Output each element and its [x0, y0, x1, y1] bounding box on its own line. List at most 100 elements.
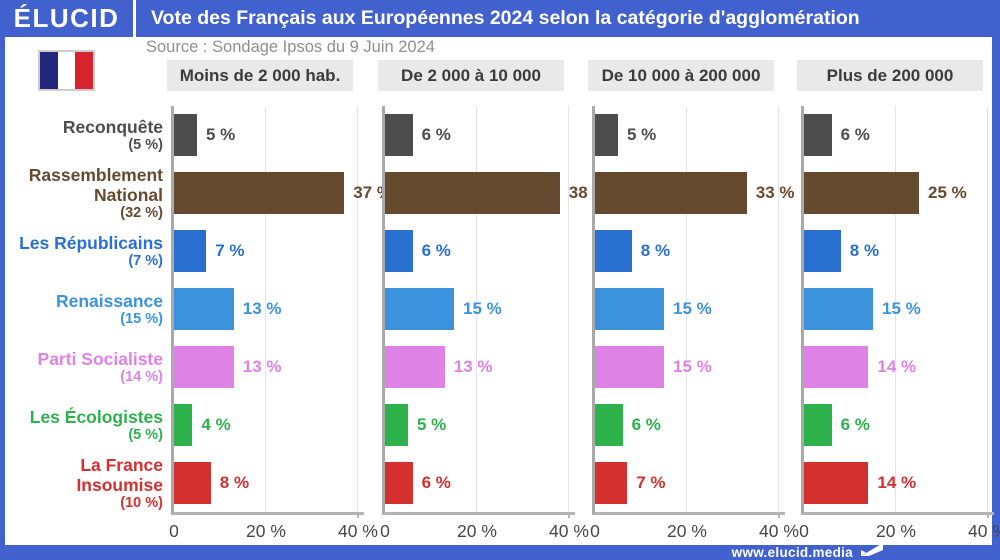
party-name: Renaissance [55, 290, 163, 311]
france-flag-icon [38, 50, 95, 91]
bar [595, 346, 664, 388]
flag-stripe-red [75, 52, 94, 89]
party-name: Les Écologistes [29, 406, 163, 427]
plot-2: 6 % 38 % 6 % 15 % 13 % 5 % 6 % 0 20 % 40 % [380, 106, 608, 541]
bar [804, 462, 869, 504]
bar-value-label: 15 % [673, 357, 712, 376]
party-name: Reconquête [62, 116, 163, 137]
party-national-share: (14 %) [120, 368, 163, 385]
bar [174, 230, 207, 272]
bar [804, 230, 841, 272]
party-label: Les Écologistes (5 %) [5, 396, 163, 454]
bar-value-label: 8 % [219, 473, 250, 492]
bar-value-label: 6 % [840, 125, 870, 144]
bar [174, 404, 193, 446]
x-axis-tick: 40 % [968, 521, 1000, 541]
bar-value-label: 13 % [242, 299, 282, 318]
bar [804, 404, 832, 446]
bar-value-label: 8 % [849, 241, 880, 260]
bar-value-label: 15 % [463, 299, 502, 318]
plot-4: 6 % 25 % 8 % 15 % 14 % 6 % 14 % 0 20 % 40 % [799, 106, 1000, 541]
party-name: Rassemblement [28, 164, 163, 185]
party-name: Insoumise [76, 474, 163, 495]
bar [385, 346, 445, 388]
x-axis-tick: 40 % [549, 521, 589, 541]
party-label: Les Républicains (7 %) [5, 222, 163, 280]
header-divider [133, 0, 136, 37]
bar [385, 288, 454, 330]
party-name: National [93, 184, 163, 205]
plot-3: 5 % 33 % 8 % 15 % 15 % 6 % 7 % 0 20 % 40 % [590, 106, 799, 541]
bar [385, 114, 413, 156]
x-axis-tick: 0 [169, 521, 179, 541]
axis-end-tick [357, 512, 359, 518]
bar-value-label: 7 % [215, 241, 245, 260]
party-name: La France [80, 454, 163, 475]
gridline [357, 106, 358, 512]
party-national-share: (5 %) [128, 426, 163, 443]
bar [385, 404, 408, 446]
group-header: Plus de 200 000 [797, 60, 983, 91]
party-label: Reconquête (5 %) [5, 106, 163, 164]
party-name: Parti Socialiste [37, 348, 163, 369]
x-axis-tick: 0 [380, 521, 390, 541]
bar [385, 462, 413, 504]
flag-stripe-blue [40, 52, 58, 89]
bar-value-label: 14 % [877, 473, 917, 492]
party-label: Parti Socialiste (14 %) [5, 338, 163, 396]
x-axis-tick: 0 [590, 521, 600, 541]
bar [804, 114, 832, 156]
bar-value-label: 5 % [206, 125, 236, 144]
bar-value-label: 14 % [877, 357, 917, 376]
bar [595, 288, 664, 330]
x-axis-tick: 0 [799, 521, 809, 541]
chart-canvas: Source : Sondage Ipsos du 9 Juin 2024 Mo… [5, 37, 1000, 545]
bar-value-label: 6 % [840, 415, 870, 434]
bar [174, 462, 211, 504]
header-bar: ÉLUCID Vote des Français aux Européennes… [0, 0, 1000, 37]
bar-value-label: 5 % [417, 415, 447, 434]
party-label: Renaissance (15 %) [5, 280, 163, 338]
gridline [476, 106, 477, 512]
axis-end-tick [568, 512, 570, 518]
gridline [778, 106, 779, 512]
bar-value-label: 4 % [201, 415, 231, 434]
party-national-share: (7 %) [128, 252, 163, 269]
bar-value-label: 6 % [421, 125, 451, 144]
bar [595, 462, 628, 504]
plot-1: 5 % 37 % 7 % 13 % 13 % 4 % 8 % 0 20 % 40 % [169, 106, 392, 541]
bar [595, 404, 623, 446]
x-axis-tick: 20 % [246, 521, 286, 541]
bar-value-label: 6 % [631, 415, 661, 434]
bar [804, 346, 869, 388]
bar [595, 172, 747, 214]
brand-logo: ÉLUCID [13, 3, 120, 33]
x-axis-tick: 40 % [759, 521, 799, 541]
party-name: Les Républicains [19, 232, 163, 253]
bar [174, 114, 197, 156]
group-header: De 10 000 à 200 000 [588, 60, 774, 91]
bar-value-label: 13 % [242, 357, 282, 376]
x-axis-tick: 40 % [338, 521, 378, 541]
gridline [987, 106, 988, 512]
source-text: Source : Sondage Ipsos du 9 Juin 2024 [146, 38, 435, 56]
x-axis-tick: 20 % [876, 521, 916, 541]
bar-value-label: 25 % [928, 183, 967, 202]
bar-value-label: 6 % [421, 473, 451, 492]
bar-value-label: 15 % [673, 299, 712, 318]
gridline [568, 106, 569, 512]
bar [385, 230, 413, 272]
x-axis-tick: 20 % [457, 521, 497, 541]
bar-value-label: 5 % [627, 125, 657, 144]
website-url: www.elucid.media [731, 545, 853, 560]
x-axis-tick: 20 % [667, 521, 707, 541]
bar-value-label: 15 % [882, 299, 921, 318]
bar [174, 172, 345, 214]
party-national-share: (5 %) [128, 136, 163, 153]
axis-end-tick [987, 512, 989, 518]
flag-stripe-white [57, 52, 76, 89]
gridline [895, 106, 896, 512]
elucid-flag-icon [861, 543, 883, 556]
bar [804, 288, 873, 330]
